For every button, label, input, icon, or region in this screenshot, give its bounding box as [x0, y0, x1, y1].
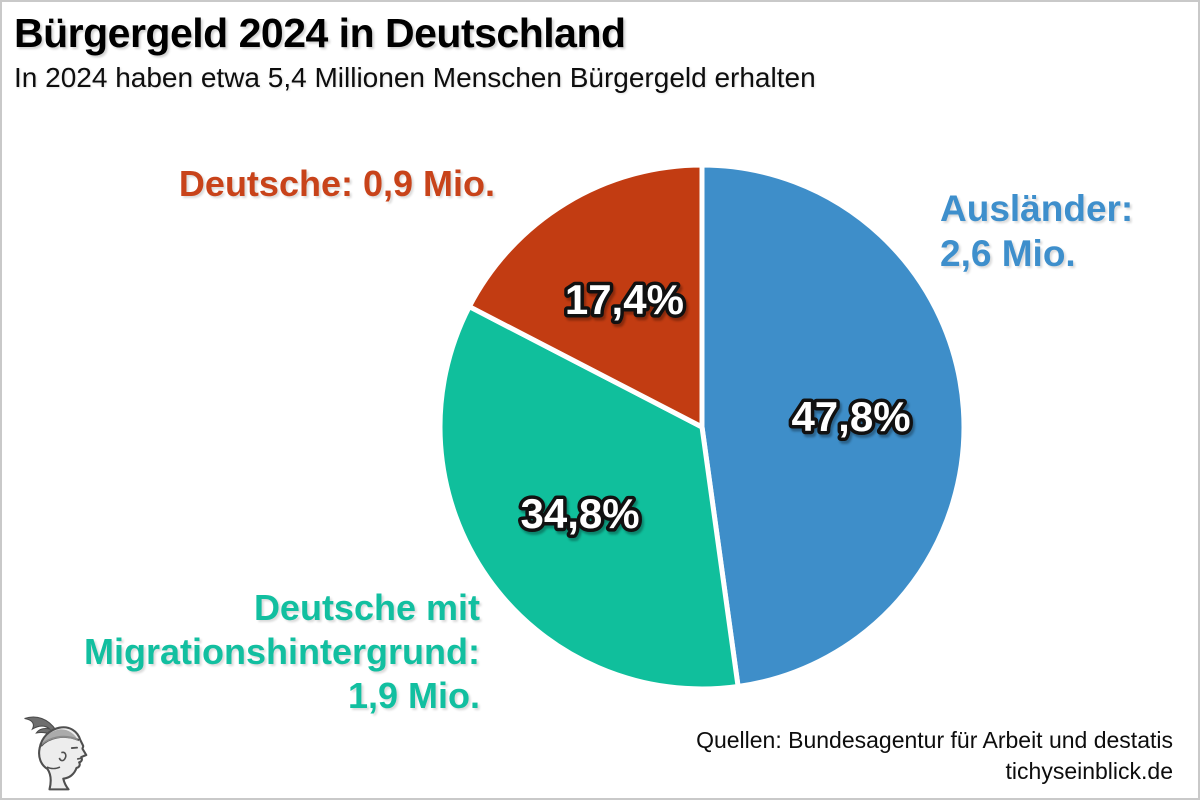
- percent-label-auslaender: 47,8%: [791, 393, 910, 440]
- slice-label-line: Deutsche: 0,9 Mio.: [178, 163, 495, 204]
- lips-icon: [76, 757, 83, 760]
- slice-label-line: 2,6 Mio.: [940, 233, 1076, 275]
- slice-label-line: Ausländer:: [940, 188, 1134, 229]
- source-line: Quellen: Bundesagentur für Arbeit und de…: [696, 727, 1173, 753]
- chart-subtitle: In 2024 haben etwa 5,4 Millionen Mensche…: [14, 62, 816, 93]
- percent-label-deutsche: 17,4%: [565, 276, 684, 323]
- slice-label-deutsche: Deutsche: 0,9 Mio.: [179, 162, 495, 206]
- slice-label-auslaender: Ausländer: 2,6 Mio.: [940, 186, 1133, 276]
- ear-icon: [58, 751, 67, 762]
- cap-shade-icon: [41, 729, 79, 746]
- hermes-head-logo: [24, 716, 88, 791]
- slice-label-line: Deutsche mit: [253, 587, 480, 628]
- hair-icon: [46, 766, 61, 770]
- slice-label-deutsche-mit-migrationshintergrund: Deutsche mit Migrationshintergrund: 1,9 …: [84, 586, 480, 718]
- page-title: Bürgergeld 2024 in Deutschland: [14, 10, 626, 56]
- pie-slice-auslaender: [699, 162, 967, 689]
- slice-label-line: 1,9 Mio.: [347, 674, 480, 716]
- pie-slice-deutsche: [466, 162, 705, 430]
- head-profile-icon: [38, 726, 88, 791]
- percent-label-deutsche-mit-migrationshintergrund: 34,8%: [521, 490, 640, 537]
- source-block: Quellen: Bundesagentur für Arbeit und de…: [696, 725, 1173, 787]
- pie-slice-deutsche-mit-migrationshintergrund: [437, 304, 741, 692]
- slice-label-line: Migrationshintergrund:: [84, 630, 480, 672]
- source-site: tichyseinblick.de: [1005, 758, 1173, 785]
